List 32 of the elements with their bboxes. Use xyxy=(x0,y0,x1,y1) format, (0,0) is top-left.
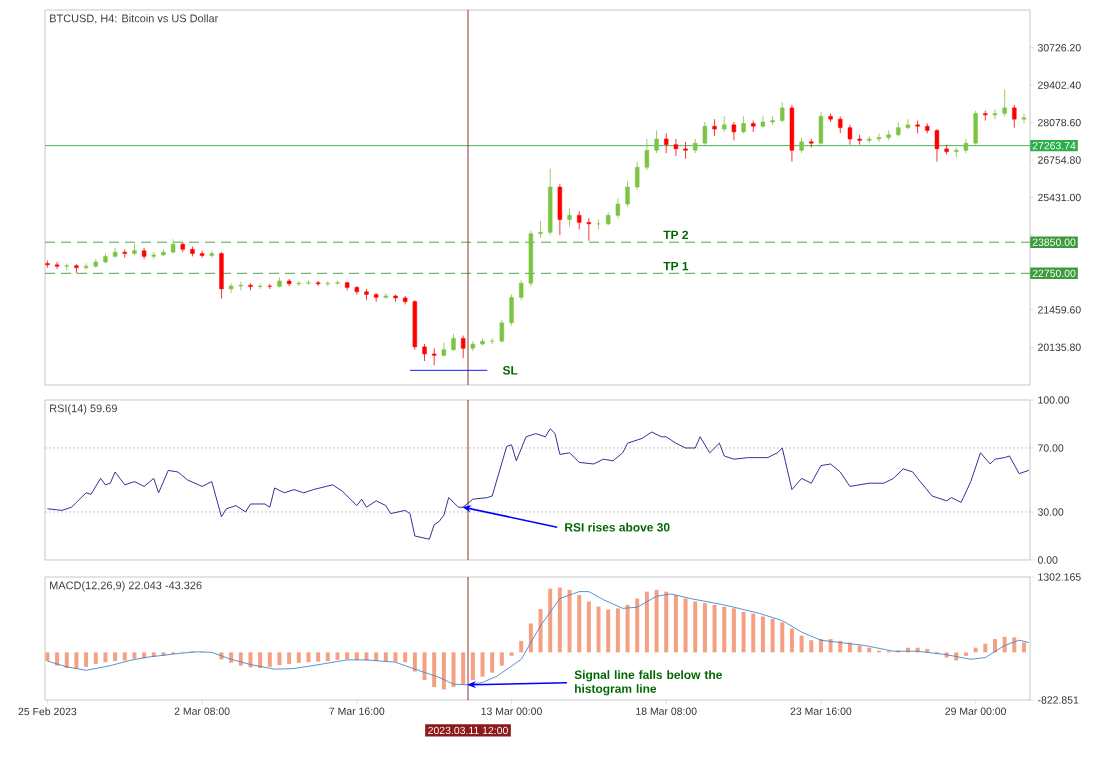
y-tick-label: 20135.80 xyxy=(1038,343,1081,351)
y-tick-label: 70.00 xyxy=(1038,444,1064,452)
y-tick-label: 1302.165 xyxy=(1038,573,1081,581)
y-tick-label: 100.00 xyxy=(1038,396,1070,404)
y-tick-label: 28078.60 xyxy=(1038,118,1081,127)
ref-line-label: 2023.03.11 12:00 xyxy=(428,726,508,735)
x-tick-label: 25 Feb 2023 xyxy=(18,707,77,716)
chart-title: RSI(14) 59.69 xyxy=(50,404,117,415)
annotation: TP 1 xyxy=(663,261,689,271)
chart-title: BTCUSD, H4: Bitcoin vs US Dollar xyxy=(50,14,219,24)
annotation: TP 2 xyxy=(663,230,689,240)
x-tick-label: 2 Mar 08:00 xyxy=(174,707,230,715)
y-tick-label: 30726.20 xyxy=(1037,44,1081,52)
ref-line-label: 22750.00 xyxy=(1032,269,1076,278)
x-tick-label: 18 Mar 08:00 xyxy=(636,707,697,715)
x-tick-label: 7 Mar 16:00 xyxy=(329,707,385,715)
y-tick-label: 25431.00 xyxy=(1038,193,1081,202)
y-tick-label: 21459.60 xyxy=(1038,306,1081,314)
y-tick-label: -822.851 xyxy=(1038,696,1079,704)
x-tick-label: 13 Mar 00:00 xyxy=(481,707,542,715)
ref-line-label: 23850.00 xyxy=(1032,238,1076,246)
annotation: RSI rises above 30 xyxy=(565,522,670,532)
y-tick-label: 0.00 xyxy=(1037,556,1058,564)
chart-title: MACD(12,26,9) 22.043 -43.326 xyxy=(50,581,202,592)
ref-line-label: 27263.74 xyxy=(1032,141,1076,150)
x-tick-label: 23 Mar 16:00 xyxy=(790,707,852,715)
y-tick-label: 30.00 xyxy=(1037,508,1064,516)
y-tick-label: 26754.80 xyxy=(1038,156,1081,164)
annotation: SL xyxy=(502,366,518,375)
y-tick-label: 29402.40 xyxy=(1038,81,1081,89)
annotation: Signal line falls below the histogram line xyxy=(574,670,722,696)
x-tick-label: 29 Mar 00:00 xyxy=(945,707,1007,715)
